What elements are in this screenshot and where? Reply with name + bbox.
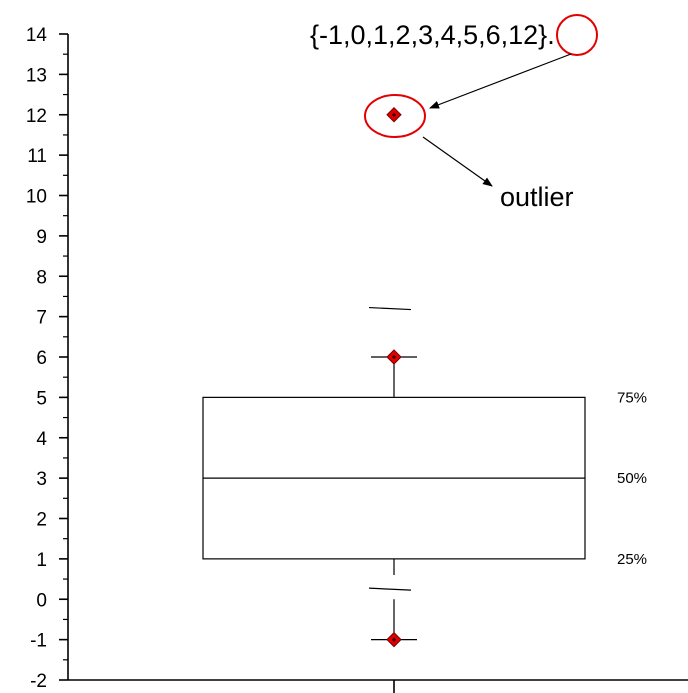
y-tick-label: 3 [36, 469, 47, 490]
data-point-outlier [386, 107, 402, 123]
y-tick-label: 2 [36, 510, 47, 531]
y-tick-label: -2 [30, 671, 47, 692]
data-set-label: {-1,0,1,2,3,4,5,6,12}. [310, 20, 555, 50]
arrow-to-outlier [429, 53, 572, 109]
y-tick-label: 7 [36, 308, 47, 329]
percentile-label-75: 75% [617, 389, 647, 406]
y-tick-label: 10 [26, 187, 47, 208]
y-tick-label: 11 [27, 146, 47, 167]
y-tick-label: 5 [36, 388, 47, 409]
y-tick-label: -1 [30, 631, 47, 652]
dash-bottom [368, 587, 412, 591]
data-point-max [386, 349, 402, 365]
percentile-label-50: 50% [617, 470, 647, 487]
y-tick-label: 13 [26, 65, 47, 86]
data-points [386, 107, 402, 648]
arrow-to-label [422, 136, 493, 187]
y-tick-label: 6 [36, 348, 47, 369]
data-point-min [386, 631, 402, 648]
percentile-label-25: 25% [617, 551, 647, 568]
set-highlight-circle [556, 14, 598, 56]
y-tick-label: 0 [36, 590, 47, 611]
y-tick-label: 12 [26, 106, 47, 127]
outlier-label: outlier [500, 182, 574, 212]
dash-top [368, 306, 412, 311]
y-tick-label: 4 [36, 429, 47, 450]
y-tick-label: 14 [26, 25, 48, 46]
outlier-highlight-circle [364, 94, 426, 138]
y-tick-label: 9 [36, 227, 47, 248]
y-tick-label: 8 [36, 267, 47, 288]
y-tick-label: 1 [36, 550, 47, 571]
